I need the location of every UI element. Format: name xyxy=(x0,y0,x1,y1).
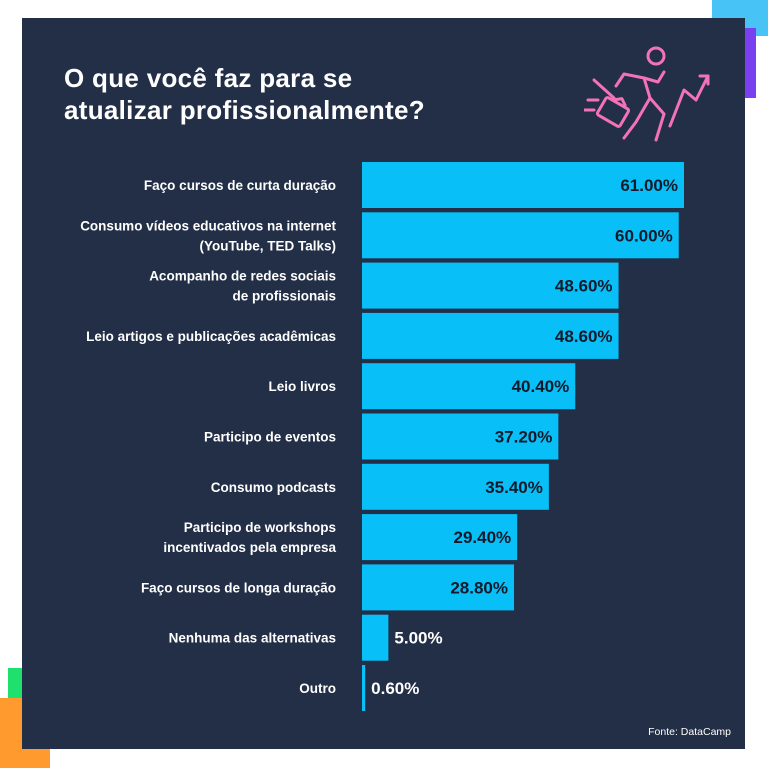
chart-title-line: atualizar profissionalmente? xyxy=(64,95,425,125)
bar xyxy=(362,312,619,359)
chart-title: O que você faz para se atualizar profiss… xyxy=(64,62,484,126)
value-label: 60.00% xyxy=(615,226,673,245)
bar xyxy=(362,514,518,561)
bar xyxy=(362,463,549,510)
category-label-line: Leio artigos e publicações acadêmicas xyxy=(86,329,336,344)
value-label: 29.40% xyxy=(454,528,512,547)
bar xyxy=(362,413,559,460)
corner-decoration-green xyxy=(8,668,24,698)
category-label-line: Faço cursos de longa duração xyxy=(141,580,336,595)
category-label: Nenhuma das alternativas xyxy=(169,631,336,646)
category-label-line: incentivados pela empresa xyxy=(163,540,336,555)
category-label-line: (YouTube, TED Talks) xyxy=(199,238,336,253)
bar xyxy=(362,212,679,259)
value-label: 28.80% xyxy=(450,578,508,597)
bar xyxy=(362,262,619,309)
value-label: 37.20% xyxy=(495,428,553,447)
category-label: Faço cursos de longa duração xyxy=(141,580,336,595)
category-label-line: Leio livros xyxy=(268,379,336,394)
category-label: Participo de eventos xyxy=(204,430,336,445)
chart-panel: O que você faz para se atualizar profiss… xyxy=(22,18,745,749)
value-label: 5.00% xyxy=(394,629,442,648)
value-label: 40.40% xyxy=(512,377,570,396)
bar-chart: Faço cursos de curta duração 61.00% Consum… xyxy=(80,162,684,711)
category-label: Outro xyxy=(299,681,336,696)
category-label-line: Acompanho de redes sociais xyxy=(149,269,336,284)
bar xyxy=(362,363,576,410)
value-label: 0.60% xyxy=(371,679,419,698)
category-label: Leio livros xyxy=(268,379,336,394)
category-label: Consumo vídeos educativos na internet (Yo… xyxy=(80,218,336,253)
category-label: Acompanho de redes sociais de profissiona… xyxy=(149,269,336,304)
category-label-line: Outro xyxy=(299,681,336,696)
value-label: 48.60% xyxy=(555,277,613,296)
category-label-line: Nenhuma das alternativas xyxy=(169,631,336,646)
category-label: Consumo podcasts xyxy=(211,480,336,495)
category-label-line: Participo de eventos xyxy=(204,430,336,445)
bar xyxy=(362,162,684,208)
runner-with-briefcase-arrow-icon xyxy=(584,46,710,142)
value-label: 61.00% xyxy=(620,176,678,195)
bar xyxy=(362,564,515,611)
value-label: 48.60% xyxy=(555,327,613,346)
category-label-line: Faço cursos de curta duração xyxy=(144,178,336,193)
bar xyxy=(362,665,366,711)
category-label: Leio artigos e publicações acadêmicas xyxy=(86,329,336,344)
category-label-line: de profissionais xyxy=(232,289,336,304)
category-label-line: Participo de workshops xyxy=(184,520,336,535)
category-label-line: Consumo vídeos educativos na internet xyxy=(80,218,336,233)
category-label: Faço cursos de curta duração xyxy=(144,178,336,193)
source-note: Fonte: DataCamp xyxy=(648,726,731,738)
bar xyxy=(362,614,389,661)
value-label: 35.40% xyxy=(485,478,543,497)
category-label: Participo de workshops incentivados pela … xyxy=(163,520,336,555)
category-label-line: Consumo podcasts xyxy=(211,480,336,495)
chart-title-line: O que você faz para se xyxy=(64,63,353,93)
